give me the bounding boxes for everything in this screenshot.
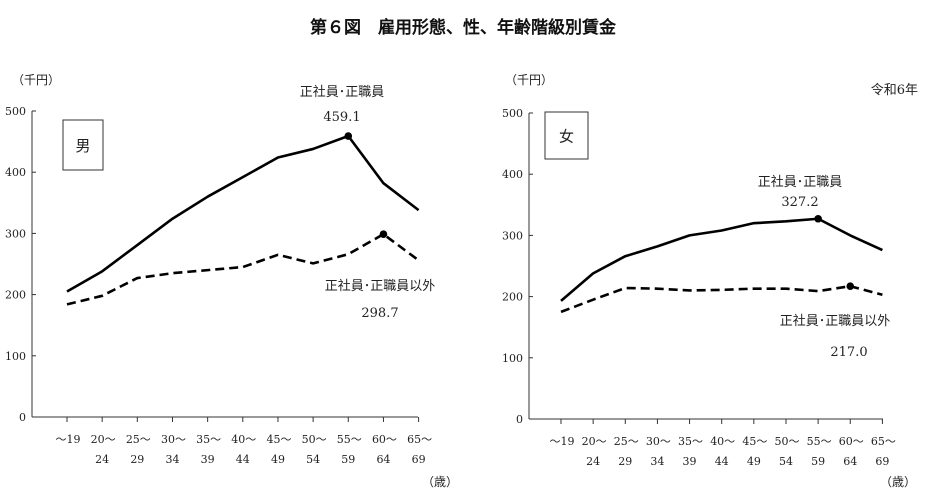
x-tick-label: 44: [715, 455, 729, 468]
x-tick-label: 49: [271, 453, 285, 466]
peak-marker: [846, 282, 855, 290]
series-label: 正社員･正職員: [300, 84, 385, 100]
x-tick-label: 35～: [678, 435, 703, 448]
series-label: 正社員･正職員以外: [780, 313, 891, 329]
x-tick-label: 39: [683, 455, 697, 468]
data-label: 327.2: [781, 195, 818, 210]
panel-label-box: [62, 119, 104, 171]
y-tick-label: 0: [516, 413, 523, 426]
series-label: 正社員･正職員: [758, 174, 843, 190]
x-tick-label: 25～: [126, 433, 151, 446]
y-tick-label: 0: [19, 411, 26, 424]
x-tick-label: 34: [650, 455, 664, 468]
y-tick-label: 100: [5, 350, 26, 363]
year-note: 令和6年: [871, 83, 918, 98]
figure-title: 第６図 雇用形態、性、年齢階級別賃金: [310, 17, 617, 38]
x-tick-label: 55～: [807, 435, 832, 448]
x-tick-label: 65～: [871, 435, 896, 448]
x-tick-label: 29: [618, 455, 632, 468]
x-tick-label: 60～: [372, 433, 397, 446]
x-tick-label: 49: [747, 455, 761, 468]
x-tick-label: 50～: [302, 433, 327, 446]
x-tick-label: 39: [201, 453, 215, 466]
series-line-non-regular: [560, 284, 883, 314]
x-tick-label: 24: [95, 453, 109, 466]
x-tick-label: 50～: [774, 435, 799, 448]
x-tick-label: 40～: [710, 435, 735, 448]
x-tick-label: 54: [306, 453, 320, 466]
x-tick-label: 34: [165, 453, 179, 466]
x-tick-label: 59: [811, 455, 825, 468]
chart-female: （千円） 0 100 200 300 400 500 ～19 20～ 24 25～ 29 30～ 34 35…: [502, 73, 916, 489]
x-tick-label: 29: [130, 453, 144, 466]
x-tick-label: 55～: [337, 433, 362, 446]
x-axis-label: （歳）: [422, 475, 458, 489]
peak-marker: [814, 214, 822, 223]
x-tick-label: 35～: [196, 433, 221, 446]
x-tick-label: 69: [412, 453, 426, 466]
panel-label: 男: [75, 137, 90, 155]
x-tick-label: 64: [843, 455, 857, 468]
x-tick-label: 45～: [266, 433, 291, 446]
panel-label: 女: [559, 128, 574, 146]
y-tick-label: 400: [502, 168, 523, 181]
x-axis-label: （歳）: [880, 475, 916, 489]
x-tick-label: 24: [586, 455, 600, 468]
x-tick-label: 59: [341, 453, 355, 466]
y-tick-label: 400: [5, 166, 26, 179]
chart-male: （千円） 0 100 200 300 400 500 ～19 20～ 24 25～ 29 30～ 34 35…: [5, 73, 458, 489]
y-tick-label: 500: [5, 105, 26, 118]
y-tick-label: 300: [502, 229, 523, 242]
data-label: 298.7: [361, 306, 398, 321]
panel-label-box: [544, 111, 589, 160]
x-tick-label: 30～: [161, 433, 186, 446]
x-tick-label: 40～: [231, 433, 256, 446]
data-label: 459.1: [323, 110, 360, 125]
y-tick-label: 500: [502, 107, 523, 120]
x-tick-label: 64: [376, 453, 390, 466]
x-tick-label: 69: [875, 455, 889, 468]
peak-marker: [344, 132, 353, 140]
x-tick-label: 45～: [742, 435, 767, 448]
series-line-regular: [560, 217, 883, 302]
y-axis-label: （千円）: [505, 73, 553, 87]
x-tick-label: 20～: [91, 433, 116, 446]
x-tick-label: ～19: [550, 435, 575, 448]
peak-marker: [379, 230, 388, 238]
y-tick-label: 300: [5, 227, 26, 240]
x-tick-label: ～19: [56, 433, 81, 446]
data-label: 217.0: [830, 345, 867, 360]
y-axis-label: （千円）: [12, 73, 60, 87]
series-line-non-regular: [66, 232, 420, 306]
x-tick-label: 30～: [646, 435, 671, 448]
x-tick-label: 25～: [614, 435, 639, 448]
x-tick-label: 65～: [407, 433, 432, 446]
x-tick-label: 44: [236, 453, 250, 466]
series-label: 正社員･正職員以外: [325, 278, 436, 294]
series-line-regular: [66, 134, 420, 293]
x-tick-label: 20～: [582, 435, 607, 448]
x-tick-label: 60～: [839, 435, 864, 448]
y-tick-label: 200: [5, 289, 26, 302]
x-tick-label: 54: [779, 455, 793, 468]
y-tick-label: 200: [502, 291, 523, 304]
y-tick-label: 100: [502, 352, 523, 365]
